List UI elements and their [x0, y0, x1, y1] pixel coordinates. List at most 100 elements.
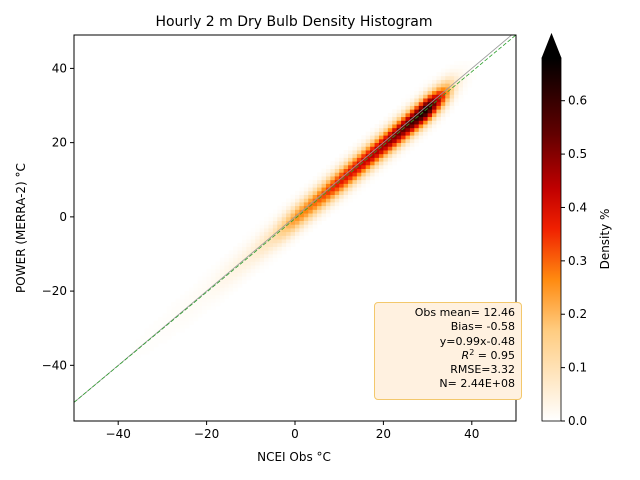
heatmap-cell	[312, 194, 318, 199]
heatmap-cell	[246, 235, 252, 240]
heatmap-cell	[392, 135, 398, 140]
heatmap-cell	[427, 94, 433, 99]
heatmap-cell	[211, 302, 216, 307]
heatmap-cell	[339, 157, 345, 162]
heatmap-cell	[436, 105, 442, 110]
heatmap-cell	[454, 75, 459, 80]
heatmap-cell	[392, 124, 398, 129]
heatmap-cell	[153, 328, 159, 333]
heatmap-cell	[171, 328, 177, 333]
heatmap-cell	[295, 194, 300, 199]
heatmap-cell	[166, 331, 172, 337]
heatmap-cell	[356, 153, 362, 158]
heatmap-cell	[215, 265, 221, 270]
heatmap-cell	[440, 72, 446, 77]
heatmap-cell	[370, 142, 375, 147]
heatmap-cell	[219, 265, 225, 270]
heatmap-cell	[445, 98, 451, 103]
heatmap-cell	[339, 194, 345, 199]
heatmap-cell	[427, 127, 433, 132]
heatmap-cell	[171, 305, 177, 311]
heatmap-cell	[281, 250, 287, 255]
stats-bias: Bias= -0.58	[450, 320, 515, 334]
heatmap-cell	[405, 135, 411, 140]
heatmap-cell	[259, 268, 265, 273]
heatmap-cell	[383, 131, 389, 136]
heatmap-cell	[233, 272, 238, 277]
heatmap-cell	[308, 183, 314, 188]
heatmap-cell	[330, 194, 336, 199]
heatmap-cell	[392, 138, 398, 144]
heatmap-cell	[432, 109, 437, 114]
heatmap-cell	[317, 179, 322, 184]
heatmap-cell	[405, 94, 411, 99]
heatmap-cell	[325, 205, 331, 210]
heatmap-cell	[343, 157, 349, 162]
heatmap-cell	[140, 350, 146, 355]
heatmap-cell	[259, 231, 265, 236]
heatmap-cell	[339, 161, 345, 166]
heatmap-cell	[171, 313, 177, 318]
colorbar-tick-label: 0.2	[568, 307, 587, 321]
heatmap-cell	[206, 272, 212, 277]
fit-lines	[74, 35, 516, 403]
heatmap-cell	[356, 183, 362, 188]
heatmap-cell	[317, 187, 322, 192]
heatmap-cell	[312, 216, 318, 221]
heatmap-cell	[401, 150, 406, 155]
heatmap-cell	[303, 202, 309, 207]
heatmap-cell	[445, 75, 451, 80]
heatmap-cell	[197, 298, 203, 303]
heatmap-cell	[396, 112, 402, 118]
heatmap-cell	[286, 209, 291, 214]
heatmap-cell	[334, 164, 340, 170]
heatmap-cell	[215, 276, 221, 281]
heatmap-cell	[246, 268, 252, 273]
heatmap-cell	[432, 120, 437, 125]
heatmap-cell	[462, 90, 468, 95]
heatmap-cell	[361, 150, 367, 155]
heatmap-cell	[374, 172, 380, 177]
heatmap-cell	[352, 172, 358, 177]
heatmap-cell	[383, 142, 389, 147]
heatmap-cell	[233, 250, 238, 255]
heatmap-cell	[299, 220, 305, 225]
heatmap-cell	[184, 317, 190, 322]
heatmap-cell	[396, 116, 402, 121]
heatmap-cell	[295, 235, 300, 240]
heatmap-cell	[317, 172, 322, 177]
heatmap-cell	[268, 261, 274, 266]
heatmap-cell	[330, 190, 336, 195]
heatmap-cell	[175, 302, 181, 307]
heatmap-cell	[144, 343, 150, 348]
heatmap-cell	[184, 294, 190, 299]
heatmap-cell	[246, 272, 252, 277]
heatmap-cell	[308, 194, 314, 199]
heatmap-cell	[272, 216, 278, 221]
heatmap-cell	[277, 220, 283, 225]
heatmap-cell	[286, 202, 291, 207]
heatmap-cell	[427, 109, 433, 114]
heatmap-cell	[334, 157, 340, 162]
heatmap-cell	[241, 253, 247, 259]
heatmap-cell	[299, 228, 305, 233]
heatmap-cell	[277, 242, 283, 247]
heatmap-cell	[361, 168, 367, 173]
heatmap-cell	[414, 127, 420, 132]
heatmap-cell	[299, 231, 305, 236]
heatmap-cell	[149, 343, 154, 348]
heatmap-cell	[246, 265, 252, 270]
heatmap-cell	[233, 253, 238, 259]
heatmap-cell	[405, 105, 411, 110]
heatmap-cell	[277, 213, 283, 218]
heatmap-cell	[233, 268, 238, 273]
heatmap-cell	[418, 105, 424, 110]
heatmap-cell	[330, 205, 336, 210]
heatmap-cell	[405, 142, 411, 147]
heatmap-cell	[264, 250, 269, 255]
heatmap-cell	[383, 120, 389, 125]
heatmap-cell	[334, 209, 340, 214]
heatmap-cell	[378, 135, 384, 140]
heatmap-cell	[224, 265, 230, 270]
heatmap-cell	[277, 250, 283, 255]
